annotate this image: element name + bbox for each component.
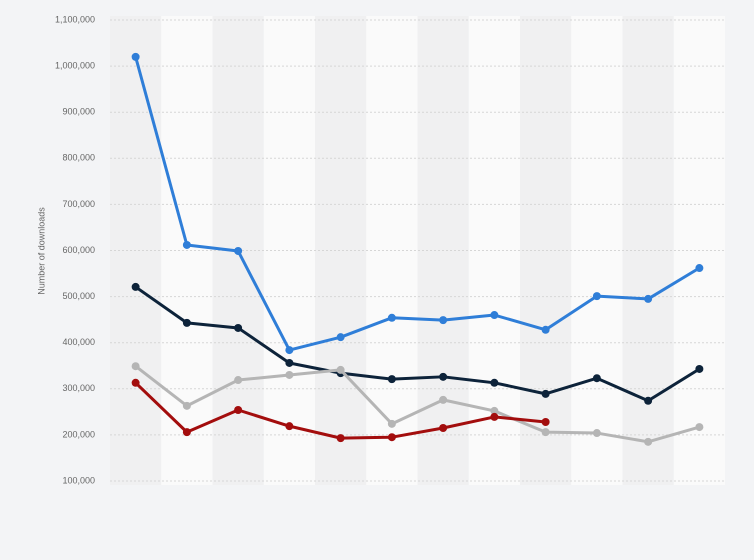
- data-point: [490, 311, 499, 320]
- y-tick-label: 100,000: [62, 475, 95, 485]
- data-point: [336, 333, 345, 342]
- data-point: [234, 376, 243, 385]
- data-point: [592, 292, 601, 301]
- data-point: [490, 412, 499, 421]
- data-point: [592, 429, 601, 438]
- data-point: [387, 313, 396, 322]
- data-point: [695, 364, 704, 373]
- data-point: [541, 325, 550, 334]
- data-point: [182, 318, 191, 327]
- data-point: [131, 52, 140, 61]
- y-tick-label: 700,000: [62, 199, 95, 209]
- data-point: [234, 246, 243, 255]
- data-point: [131, 282, 140, 291]
- data-point: [285, 346, 294, 355]
- y-tick-label: 200,000: [62, 429, 95, 439]
- data-point: [285, 422, 294, 431]
- series-line: [134, 365, 700, 444]
- y-tick-label: 1,000,000: [55, 60, 95, 70]
- y-tick-label: 600,000: [62, 245, 95, 255]
- data-point: [285, 370, 294, 379]
- plot-background: [110, 16, 725, 485]
- data-point: [182, 428, 191, 437]
- data-point: [695, 423, 704, 432]
- data-point: [131, 362, 140, 371]
- series-line: [134, 285, 701, 403]
- data-point: [439, 423, 448, 432]
- data-point: [592, 374, 601, 383]
- data-point: [387, 419, 396, 428]
- data-point: [182, 240, 191, 249]
- y-tick-label: 900,000: [62, 107, 95, 117]
- data-point: [285, 358, 294, 367]
- data-point: [439, 395, 448, 404]
- data-point: [234, 406, 243, 415]
- data-point: [644, 294, 653, 303]
- data-point: [541, 428, 550, 437]
- data-point: [387, 433, 396, 442]
- data-point: [182, 401, 191, 410]
- data-point: [541, 389, 550, 398]
- data-point: [336, 434, 345, 443]
- y-tick-label: 500,000: [62, 291, 95, 301]
- data-point: [541, 417, 550, 426]
- data-point: [336, 365, 345, 374]
- data-point: [234, 323, 243, 332]
- y-tick-label: 400,000: [62, 337, 95, 347]
- data-point: [387, 375, 396, 384]
- series-line: [134, 56, 701, 352]
- data-point: [644, 396, 653, 405]
- data-point: [695, 264, 704, 273]
- y-tick-label: 300,000: [62, 383, 95, 393]
- data-point: [131, 378, 140, 387]
- data-point: [439, 316, 448, 325]
- data-point: [439, 372, 448, 381]
- data-point: [644, 437, 653, 446]
- y-tick-label: 800,000: [62, 153, 95, 163]
- y-tick-label: 1,100,000: [55, 14, 95, 24]
- data-point: [490, 406, 499, 415]
- data-point: [490, 378, 499, 387]
- y-axis-label: Number of downloads: [36, 207, 46, 295]
